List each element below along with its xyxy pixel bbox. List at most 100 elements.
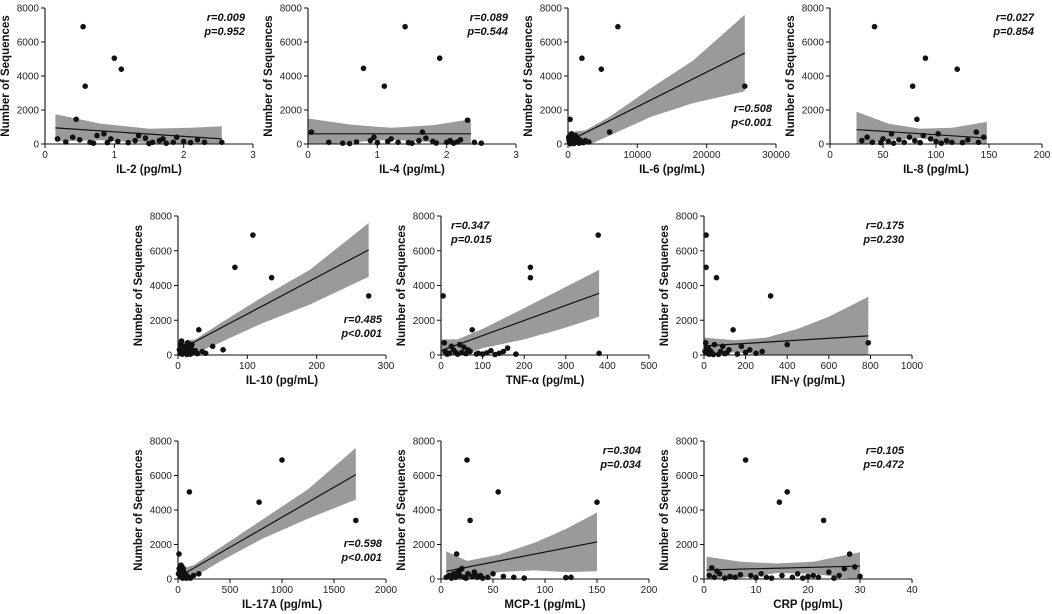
data-point <box>76 137 83 143</box>
y-tick-label: 4000 <box>676 506 699 517</box>
y-axis-title: Number of Sequences <box>659 225 671 346</box>
x-tick-label: 0 <box>438 361 444 372</box>
data-point <box>69 134 76 140</box>
data-point <box>965 137 971 143</box>
data-point <box>73 116 79 123</box>
data-point <box>118 66 125 72</box>
y-axis-title: Number of Sequences <box>523 15 535 136</box>
x-tick-label: 1000 <box>901 361 924 372</box>
stat-p-value: p=0.952 <box>203 26 245 38</box>
data-point <box>125 139 131 146</box>
x-tick-label: 30000 <box>762 150 790 161</box>
data-point <box>490 571 496 577</box>
data-point <box>194 350 201 357</box>
data-point <box>920 132 927 139</box>
stat-r-value: r=0.089 <box>470 12 509 24</box>
data-point <box>453 551 460 557</box>
data-point <box>922 55 929 61</box>
data-point <box>586 139 592 145</box>
chart-il4: 0 2000 4000 6000 8000 0 1 2 3 IL-4 (pg/mL) Number … <box>263 4 519 177</box>
data-point <box>715 351 722 358</box>
data-point <box>595 232 601 238</box>
data-point <box>448 343 455 350</box>
x-tick-label: 0 <box>565 150 571 161</box>
data-point <box>180 138 187 145</box>
y-tick-label: 8000 <box>540 4 563 15</box>
confidence-band <box>704 296 869 355</box>
x-tick-label: 300 <box>378 361 395 372</box>
y-tick-label: 8000 <box>676 212 699 223</box>
data-point <box>464 117 471 123</box>
chart-il6: 0 2000 4000 6000 8000 0 10000 20000 30000 IL-6 (p… <box>523 4 790 177</box>
data-point <box>459 349 465 356</box>
data-point <box>180 347 186 354</box>
chart-mcp1: 0 2000 4000 6000 8000 0 50 100 150 200 MCP-1 (pg/m… <box>396 437 658 612</box>
data-point <box>160 136 166 142</box>
data-point <box>722 575 728 581</box>
data-point <box>800 575 806 581</box>
data-point <box>176 551 182 557</box>
data-point <box>504 345 511 351</box>
data-point <box>724 350 730 356</box>
x-tick-label: 2 <box>181 150 187 161</box>
data-point <box>734 351 741 357</box>
data-point <box>279 457 285 463</box>
data-point <box>730 327 736 333</box>
x-tick-label: 0 <box>305 150 311 161</box>
data-point <box>906 134 913 140</box>
data-point <box>179 564 185 570</box>
y-tick-label: 4000 <box>280 72 303 83</box>
y-tick-label: 0 <box>556 140 562 151</box>
data-point <box>703 232 709 238</box>
regression-line <box>568 52 746 142</box>
data-point <box>527 264 534 271</box>
y-tick-label: 0 <box>166 351 172 362</box>
x-tick-label: 20 <box>802 585 814 596</box>
data-point <box>935 131 941 137</box>
x-tick-label: 200 <box>308 361 325 372</box>
data-point <box>713 274 720 281</box>
regression-line <box>446 541 598 572</box>
regression-line <box>704 335 869 347</box>
x-tick-label: 200 <box>737 361 754 372</box>
data-point <box>865 340 872 346</box>
y-tick-label: 2000 <box>413 316 436 327</box>
y-tick-label: 2000 <box>802 106 825 117</box>
data-point <box>115 138 121 145</box>
confidence-band <box>856 111 987 144</box>
data-point <box>747 347 753 353</box>
data-point <box>196 571 202 577</box>
data-point <box>464 457 470 463</box>
data-point <box>371 134 377 140</box>
data-point <box>80 23 86 30</box>
data-point <box>805 573 811 580</box>
data-point <box>500 348 507 355</box>
regression-line <box>178 474 357 578</box>
x-tick-label: 300 <box>557 361 574 372</box>
y-tick-label: 8000 <box>150 437 173 448</box>
data-point <box>606 129 613 135</box>
x-tick-label: 0 <box>438 585 444 596</box>
data-point <box>572 132 579 139</box>
data-point <box>423 135 429 141</box>
data-point <box>54 136 61 142</box>
data-point <box>465 571 471 577</box>
data-point <box>871 23 878 30</box>
x-axis-title: TNF-α (pg/mL) <box>506 375 585 387</box>
x-axis-title: IFN-γ (pg/mL) <box>771 375 845 387</box>
data-point <box>142 135 149 141</box>
confidence-band <box>706 552 860 579</box>
data-point <box>711 341 718 348</box>
data-point <box>108 136 114 142</box>
data-point <box>784 341 790 348</box>
data-point <box>367 137 374 144</box>
data-point <box>163 140 170 146</box>
x-axis-title: IL-8 (pg/mL) <box>903 164 969 176</box>
y-tick-label: 8000 <box>17 4 40 15</box>
data-point <box>933 138 939 145</box>
y-tick-label: 8000 <box>150 212 173 223</box>
data-point <box>250 232 256 238</box>
data-point <box>836 572 842 579</box>
data-point <box>184 574 190 581</box>
